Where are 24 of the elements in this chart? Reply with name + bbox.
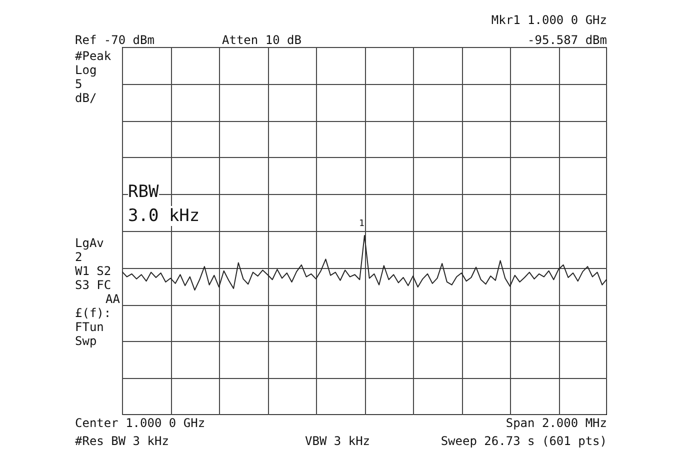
text: 3.0 kHz [128,206,200,226]
text: LgAv [75,236,104,250]
text: #Peak [75,49,112,63]
text: #Res BW 3 kHz [75,434,169,448]
text: S3 FC [75,278,112,292]
text: FTun [75,320,104,334]
text: 5 [75,77,82,91]
text: dB/ [75,91,97,105]
text: 1 [359,219,364,229]
text: Center 1.000 0 GHz [75,416,206,430]
text: W1 S2 [75,264,112,278]
text: £(f): [75,306,112,320]
text: RBW [128,182,159,202]
text: Sweep 26.73 s (601 pts) [440,434,607,448]
text: Log [75,63,97,77]
text: Span 2.000 MHz [506,416,607,430]
text: Ref -70 dBm [75,33,154,47]
text: Mkr1 1.000 0 GHz [491,13,607,27]
text: Atten 10 dB [222,33,302,47]
text: 2 [75,250,82,264]
text: -95.587 dBm [528,33,607,47]
text: VBW 3 kHz [305,434,370,448]
text: AA [106,292,120,306]
text: Swp [75,334,97,348]
